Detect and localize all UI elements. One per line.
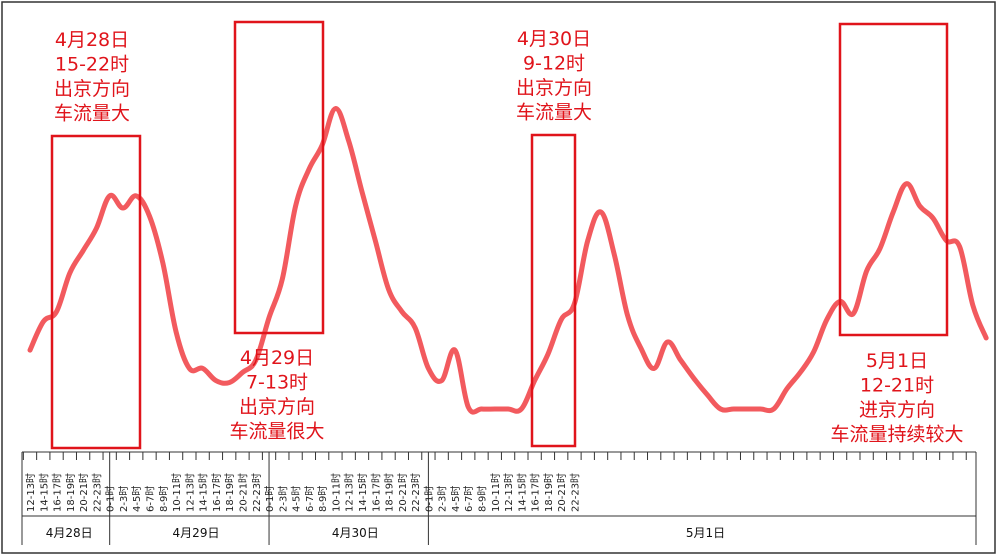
day-label: 4月29日 (173, 526, 220, 540)
day-label: 4月30日 (332, 526, 379, 540)
x-tick-label: 14-15时 (38, 473, 50, 512)
highlight-box-4 (838, 22, 949, 337)
x-tick-label: 2-3时 (277, 486, 289, 512)
annotation-2-line: 7-13时 (246, 372, 308, 394)
x-tick-label: 4-5时 (131, 486, 143, 512)
x-tick-label: 12-13时 (25, 473, 37, 512)
x-tick-label: 22-23时 (569, 473, 581, 512)
x-tick-label: 20-21时 (397, 473, 409, 512)
annotation-2-line: 4月29日 (240, 347, 314, 369)
x-tick-label: 0-1时 (423, 486, 435, 512)
x-tick-label: 2-3时 (118, 486, 130, 512)
x-tick-label: 14-15时 (198, 473, 210, 512)
day-label: 4月28日 (46, 526, 93, 540)
annotation-1-line: 车流量大 (54, 103, 130, 125)
x-tick-label: 12-13时 (503, 473, 515, 512)
x-tick-label: 22-23时 (410, 473, 422, 512)
x-tick-label: 18-19时 (224, 473, 236, 512)
x-tick-label: 16-17时 (211, 473, 223, 512)
x-tick-label: 22-23时 (251, 473, 263, 512)
x-tick-label: 14-15时 (516, 473, 528, 512)
x-tick-label: 20-21时 (78, 473, 90, 512)
x-tick-label: 2-3时 (437, 486, 449, 512)
x-tick-label: 10-11时 (330, 473, 342, 512)
annotation-3-line: 出京方向 (516, 77, 592, 99)
x-tick-label: 20-21时 (237, 473, 249, 512)
x-tick-label: 20-21时 (556, 473, 568, 512)
x-tick-label: 8-9时 (477, 486, 489, 512)
annotation-1-line: 4月28日 (55, 29, 129, 51)
annotation-1-line: 出京方向 (54, 78, 130, 100)
x-tick-label: 4-5时 (291, 486, 303, 512)
x-tick-label: 6-7时 (304, 486, 316, 512)
highlight-box-2 (233, 20, 325, 335)
highlight-box-3 (530, 133, 577, 448)
x-tick-label: 0-1时 (264, 486, 276, 512)
annotation-4-line: 5月1日 (866, 350, 928, 372)
x-tick-label: 10-11时 (490, 473, 502, 512)
x-tick-label: 6-7时 (145, 486, 157, 512)
annotation-1-line: 15-22时 (55, 54, 129, 76)
annotation-4-line: 进京方向 (859, 399, 935, 421)
x-tick-label: 6-7时 (463, 486, 475, 512)
x-tick-label: 4-5时 (450, 486, 462, 512)
x-tick-label: 18-19时 (543, 473, 555, 512)
annotation-3-line: 车流量大 (516, 102, 592, 124)
x-tick-label: 22-23时 (91, 473, 103, 512)
annotation-3-line: 9-12时 (523, 53, 585, 75)
x-tick-label: 14-15时 (357, 473, 369, 512)
traffic-series-line (27, 106, 989, 415)
x-tick-label: 10-11时 (171, 473, 183, 512)
annotation-4-line: 12-21时 (860, 375, 934, 397)
x-tick-label: 16-17时 (370, 473, 382, 512)
x-tick-label: 16-17时 (530, 473, 542, 512)
day-label: 5月1日 (686, 526, 725, 540)
annotation-3-line: 4月30日 (517, 28, 591, 50)
highlight-box-1 (50, 134, 142, 450)
x-tick-label: 0-1时 (105, 486, 117, 512)
x-tick-label: 18-19时 (65, 473, 77, 512)
annotation-2-line: 出京方向 (239, 396, 315, 418)
x-tick-label: 8-9时 (317, 486, 329, 512)
x-tick-label: 12-13时 (184, 473, 196, 512)
x-tick-label: 18-19时 (384, 473, 396, 512)
x-tick-label: 12-13时 (344, 473, 356, 512)
x-tick-label: 16-17时 (52, 473, 64, 512)
annotation-4-line: 车流量持续较大 (830, 424, 963, 446)
x-tick-label: 8-9时 (158, 486, 170, 512)
annotation-2-line: 车流量很大 (229, 421, 324, 443)
